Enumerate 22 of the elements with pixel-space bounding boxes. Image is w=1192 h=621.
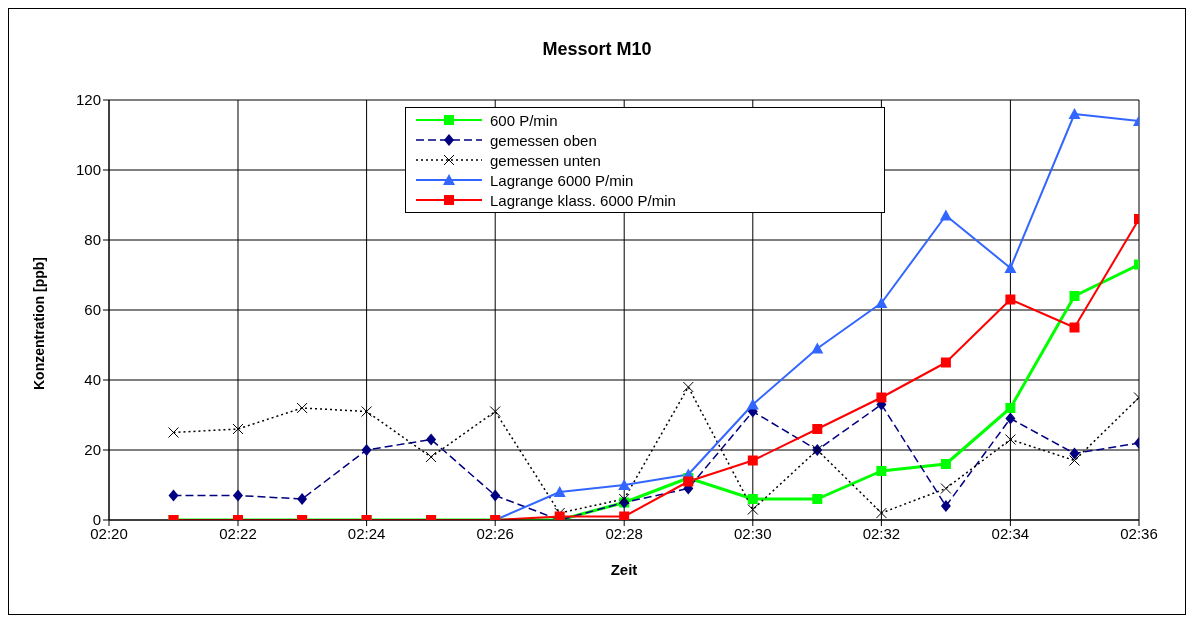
legend-label: 600 P/min	[490, 111, 558, 129]
legend-label: gemessen oben	[490, 131, 597, 149]
legend-label: Lagrange klass. 6000 P/min	[490, 191, 676, 209]
y-tick-label: 80	[84, 231, 101, 249]
y-tick-label: 60	[84, 301, 101, 319]
y-tick-label: 40	[84, 371, 101, 389]
x-tick-label: 02:26	[476, 524, 514, 542]
x-tick-label: 02:28	[605, 524, 643, 542]
y-tick-label: 20	[84, 441, 101, 459]
chart-title: Messort M10	[541, 39, 653, 60]
x-tick-label: 02:32	[862, 524, 901, 542]
x-axis-title: Zeit	[610, 561, 638, 578]
x-tick-label: 02:34	[991, 524, 1030, 542]
y-tick-label: 120	[75, 91, 101, 109]
x-tick-label: 02:22	[219, 524, 257, 542]
x-tick-label: 02:36	[1120, 524, 1158, 542]
legend-label: Lagrange 6000 P/min	[490, 171, 634, 189]
legend-label: gemessen unten	[490, 151, 601, 169]
y-tick-label: 100	[75, 161, 101, 179]
y-axis-title: Konzentration [ppb]	[30, 257, 47, 390]
x-tick-label: 02:30	[734, 524, 772, 542]
x-tick-label: 02:24	[347, 524, 386, 542]
